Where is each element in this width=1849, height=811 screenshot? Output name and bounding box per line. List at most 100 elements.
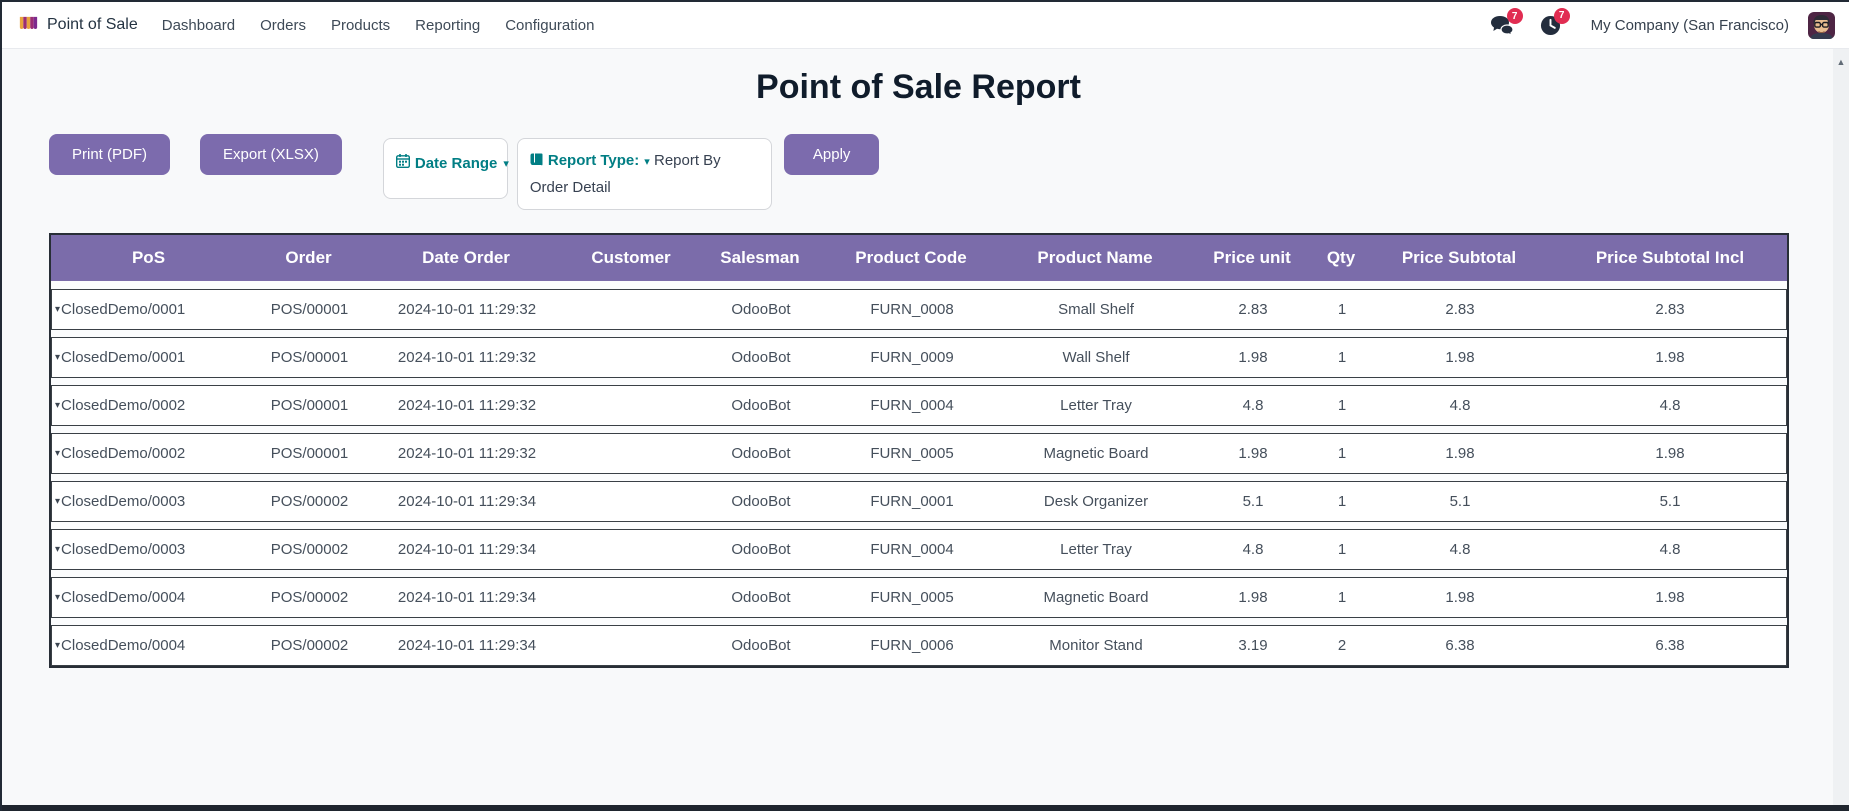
table-row[interactable]: ▾ ClosedDemo/0002 POS/00001 2024-10-01 11:2… [51,433,1787,474]
pos-session-label: ClosedDemo/0003 [61,493,186,510]
company-switcher[interactable]: My Company (San Francisco) [1590,16,1789,34]
table-cell: 1 [1337,493,1347,510]
table-cell: 2024-10-01 11:29:32 [397,397,537,414]
table-row[interactable]: ▾ ClosedDemo/0001 POS/00001 2024-10-01 11:2… [51,337,1787,378]
table-cell: OdooBot [731,445,791,462]
table-row[interactable]: ▾ ClosedDemo/0004 POS/00002 2024-10-01 11:2… [51,625,1787,666]
table-row[interactable]: ▾ ClosedDemo/0003 POS/00002 2024-10-01 11:2… [51,481,1787,522]
chat-bubbles-icon [1490,15,1514,35]
table-cell: 1 [1337,301,1347,318]
pos-session-label: ClosedDemo/0004 [61,589,186,606]
pos-session-label: ClosedDemo/0003 [61,541,186,558]
report-page: Point of Sale Report Print (PDF) Export … [2,68,1835,668]
column-header-product-name: Product Name [1037,248,1153,267]
row-expand-caret-icon[interactable]: ▾ [55,448,61,459]
table-cell: 1 [1337,349,1347,366]
table-cell: FURN_0004 [870,541,954,558]
table-cell: FURN_0005 [870,445,954,462]
row-expand-caret-icon[interactable]: ▾ [55,400,61,411]
scroll-up-arrow-icon[interactable]: ▲ [1836,57,1846,67]
table-cell: FURN_0009 [870,349,954,366]
table-cell: 2024-10-01 11:29:32 [397,349,537,366]
table-cell: POS/00002 [270,589,349,606]
report-toolbar: Print (PDF) Export (XLSX) [49,134,1835,210]
table-cell: FURN_0004 [870,397,954,414]
date-range-dropdown[interactable]: Date Range ▾ [382,138,509,199]
table-cell: POS/00002 [270,637,349,654]
column-header-date-order: Date Order [422,248,510,267]
table-cell: 2.83 [1238,301,1268,318]
table-cell: Desk Organizer [1043,493,1149,510]
table-cell: 3.19 [1238,637,1268,654]
pos-session-label: ClosedDemo/0004 [61,637,186,654]
table-cell: 2024-10-01 11:29:34 [397,637,537,654]
row-expand-caret-icon[interactable]: ▾ [55,544,61,555]
chevron-down-icon: ▾ [503,157,509,170]
vertical-scrollbar[interactable]: ▲ [1833,49,1849,805]
date-range-label: Date Range [414,154,498,172]
table-row[interactable]: ▾ ClosedDemo/0002 POS/00001 2024-10-01 11:2… [51,385,1787,426]
row-expand-caret-icon[interactable]: ▾ [55,496,61,507]
table-cell: Magnetic Board [1043,445,1149,462]
table-cell: 1.98 [1655,349,1685,366]
column-header-price-unit: Price unit [1213,248,1291,267]
table-cell: POS/00001 [270,397,349,414]
activities-button[interactable]: 7 [1540,7,1570,36]
report-type-label: Report Type: [547,152,640,169]
export-xlsx-button[interactable]: Export (XLSX) [200,134,342,175]
row-expand-caret-icon[interactable]: ▾ [55,640,61,651]
table-cell: 1 [1337,445,1347,462]
table-cell: 1.98 [1655,589,1685,606]
menu-item-reporting[interactable]: Reporting [415,16,481,34]
table-cell: FURN_0001 [870,493,954,510]
pos-session-cell: ▾ ClosedDemo/0004 [52,637,247,654]
table-cell: 4.8 [1242,397,1264,414]
pos-session-cell: ▾ ClosedDemo/0003 [52,493,247,510]
table-cell: 4.8 [1242,541,1264,558]
table-cell: 4.8 [1659,541,1681,558]
column-header-pos: PoS [131,248,166,267]
app-menu-toggle[interactable]: Point of Sale [18,16,138,35]
table-cell: 4.8 [1449,541,1471,558]
table-cell: 6.38 [1655,637,1685,654]
table-cell: 1.98 [1445,349,1475,366]
top-navbar: Point of Sale Dashboard Orders Products … [2,2,1849,49]
pos-session-cell: ▾ ClosedDemo/0001 [52,349,247,366]
pos-session-cell: ▾ ClosedDemo/0002 [52,445,247,462]
column-header-order: Order [285,248,332,267]
calendar-icon [395,154,410,172]
table-row[interactable]: ▾ ClosedDemo/0004 POS/00002 2024-10-01 11:2… [51,577,1787,618]
row-expand-caret-icon[interactable]: ▾ [55,352,61,363]
navbar-systray: 7 7 My Company (San Francisco) [1464,7,1835,39]
menu-item-dashboard[interactable]: Dashboard [161,16,236,34]
table-cell: FURN_0008 [870,301,954,318]
report-type-value: Report By Order Detail [529,152,721,196]
table-cell: 4.8 [1659,397,1681,414]
table-row[interactable]: ▾ ClosedDemo/0001 POS/00001 2024-10-01 11:2… [51,289,1787,330]
table-header-row: PoS Order Date Order Customer Salesman Produc… [51,235,1787,281]
table-cell: 2024-10-01 11:29:32 [397,301,537,318]
user-avatar[interactable] [1808,11,1835,39]
row-expand-caret-icon[interactable]: ▾ [55,592,61,603]
table-cell: 1 [1337,397,1347,414]
table-cell: 1.98 [1655,445,1685,462]
print-pdf-button[interactable]: Print (PDF) [49,134,170,175]
menu-item-configuration[interactable]: Configuration [505,16,595,34]
report-type-dropdown[interactable]: Report Type: ▾ Report By Order Detail [516,138,772,210]
table-cell: Wall Shelf [1062,349,1130,366]
menu-item-products[interactable]: Products [330,16,391,34]
table-row[interactable]: ▾ ClosedDemo/0003 POS/00002 2024-10-01 11:2… [51,529,1787,570]
table-cell: FURN_0005 [870,589,954,606]
table-cell: OdooBot [731,589,791,606]
table-cell: 1 [1337,589,1347,606]
apply-button[interactable]: Apply [783,134,880,175]
column-header-price-subtotal-incl: Price Subtotal Incl [1595,248,1745,267]
table-cell: 1.98 [1445,589,1475,606]
menu-item-orders[interactable]: Orders [260,16,306,34]
messages-button[interactable]: 7 [1490,8,1523,35]
table-cell: POS/00001 [270,349,349,366]
pos-session-label: ClosedDemo/0002 [61,445,186,462]
table-cell: POS/00002 [270,493,349,510]
row-expand-caret-icon[interactable]: ▾ [55,304,61,315]
